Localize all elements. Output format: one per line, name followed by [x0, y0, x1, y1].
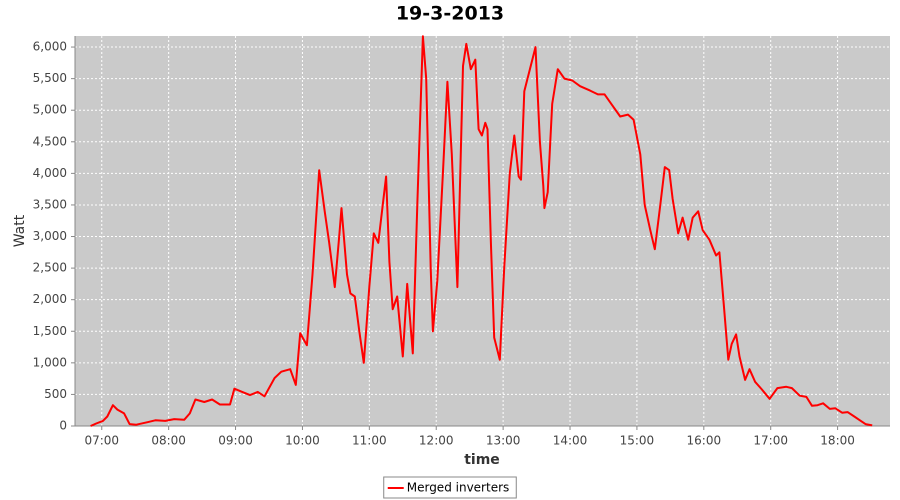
- x-tick-label: 12:00: [419, 434, 454, 448]
- legend: Merged inverters: [383, 476, 517, 499]
- y-tick-label: 500: [44, 387, 67, 401]
- x-tick-label: 18:00: [820, 434, 855, 448]
- x-tick-label: 14:00: [553, 434, 588, 448]
- y-tick-label: 0: [59, 419, 67, 433]
- y-tick-label: 2,500: [33, 261, 67, 275]
- x-tick-label: 07:00: [84, 434, 119, 448]
- x-tick-label: 11:00: [352, 434, 387, 448]
- y-axis-label: Watt: [12, 214, 28, 247]
- y-tick-label: 4,000: [33, 166, 67, 180]
- y-tick-label: 5,000: [33, 103, 67, 117]
- x-tick-label: 13:00: [486, 434, 521, 448]
- y-tick-label: 3,500: [33, 197, 67, 211]
- y-tick-label: 3,000: [33, 229, 67, 243]
- y-tick-label: 4,500: [33, 134, 67, 148]
- plot-area: [75, 36, 890, 426]
- y-tick-label: 5,500: [33, 71, 67, 85]
- y-tick-label: 2,000: [33, 292, 67, 306]
- x-axis-label: time: [464, 452, 500, 468]
- data-line: [90, 35, 873, 427]
- y-tick-label: 1,500: [33, 324, 67, 338]
- legend-label: Merged inverters: [407, 481, 510, 495]
- y-tick-label: 6,000: [33, 40, 67, 54]
- x-tick-label: 16:00: [687, 434, 722, 448]
- legend-box: [383, 476, 517, 499]
- y-tick-label: 1,000: [33, 355, 67, 369]
- x-tick-label: 15:00: [620, 434, 655, 448]
- x-tick-label: 17:00: [753, 434, 788, 448]
- x-tick-label: 09:00: [218, 434, 253, 448]
- x-tick-label: 10:00: [285, 434, 320, 448]
- x-tick-label: 08:00: [151, 434, 186, 448]
- chart-title: 19-3-2013: [396, 3, 504, 25]
